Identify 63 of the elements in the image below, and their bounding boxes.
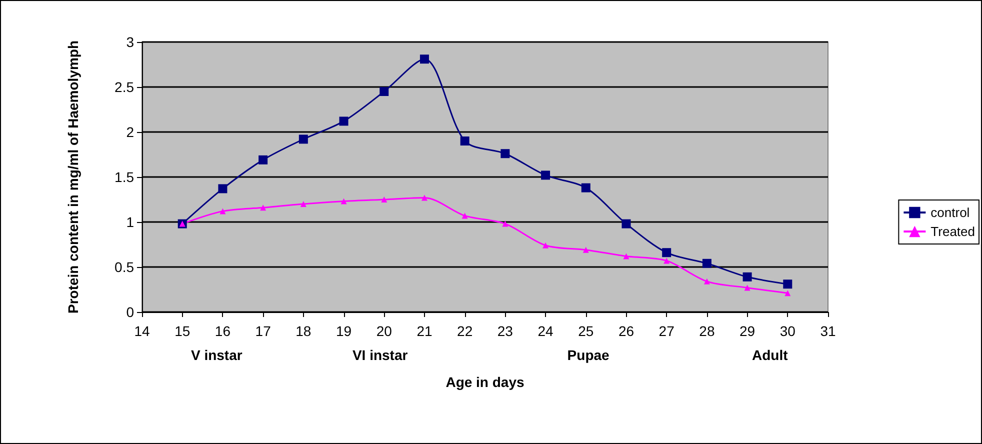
x-axis-title: Age in days <box>446 374 524 390</box>
y-axis-title: Protein content in mg/ml of Haemolymph <box>65 40 81 314</box>
text: VI instar <box>352 347 408 363</box>
point <box>339 116 348 126</box>
x-tick-label: 25 <box>578 323 594 339</box>
x-tick-label: 14 <box>134 323 150 339</box>
point <box>381 196 388 202</box>
point <box>702 258 712 268</box>
text: Pupae <box>567 347 610 363</box>
x-tick-label: 22 <box>457 323 473 339</box>
y-tick-label: 1 <box>126 214 134 230</box>
x-tick-label: 18 <box>296 323 312 339</box>
x-tick-label: 30 <box>780 323 796 339</box>
legend-label: control <box>930 205 970 220</box>
y-tick-label: 2.5 <box>114 79 134 95</box>
point <box>744 284 750 291</box>
point <box>582 246 589 253</box>
point <box>502 220 508 227</box>
x-tick-label: 24 <box>538 323 554 339</box>
point <box>784 290 791 296</box>
x-tick-label: 20 <box>376 323 392 339</box>
point <box>220 208 226 214</box>
x-tick-label: 19 <box>336 323 352 339</box>
legend-label: Treated <box>930 224 976 239</box>
point <box>541 170 550 180</box>
point <box>783 280 792 289</box>
y-tick-label: 0.5 <box>114 259 134 275</box>
x-tick-label: 15 <box>174 323 190 339</box>
x-tick-label: 28 <box>699 323 715 339</box>
point <box>260 204 266 211</box>
point <box>623 253 630 260</box>
point <box>218 184 228 194</box>
y-tick-label: 1.5 <box>114 169 134 185</box>
point <box>460 136 470 146</box>
text: Adult <box>752 347 788 363</box>
point <box>742 272 752 282</box>
text: V instar <box>190 347 243 363</box>
point <box>581 183 590 192</box>
x-tick-label: 27 <box>658 323 675 339</box>
point <box>664 258 670 264</box>
x-tick-label: 26 <box>618 323 634 339</box>
x-tick-label: 23 <box>497 323 514 339</box>
y-tick-label: 3 <box>126 34 134 50</box>
point <box>662 248 672 258</box>
point <box>380 87 389 96</box>
x-tick-label: 29 <box>740 323 756 339</box>
point <box>300 201 306 207</box>
x-tick-label: 16 <box>214 323 231 339</box>
point <box>542 242 549 248</box>
x-tick-label: 31 <box>820 323 836 339</box>
point <box>298 134 308 144</box>
x-tick-label: 21 <box>416 323 432 339</box>
y-tick-label: 2 <box>126 124 134 140</box>
point <box>420 54 429 64</box>
point <box>462 212 468 219</box>
point <box>258 155 268 164</box>
point <box>421 194 428 201</box>
y-tick-label: 0 <box>126 304 134 320</box>
point <box>500 149 510 158</box>
point <box>622 219 631 228</box>
point <box>704 278 710 284</box>
point <box>340 198 347 204</box>
x-tick-label: 17 <box>255 323 272 339</box>
